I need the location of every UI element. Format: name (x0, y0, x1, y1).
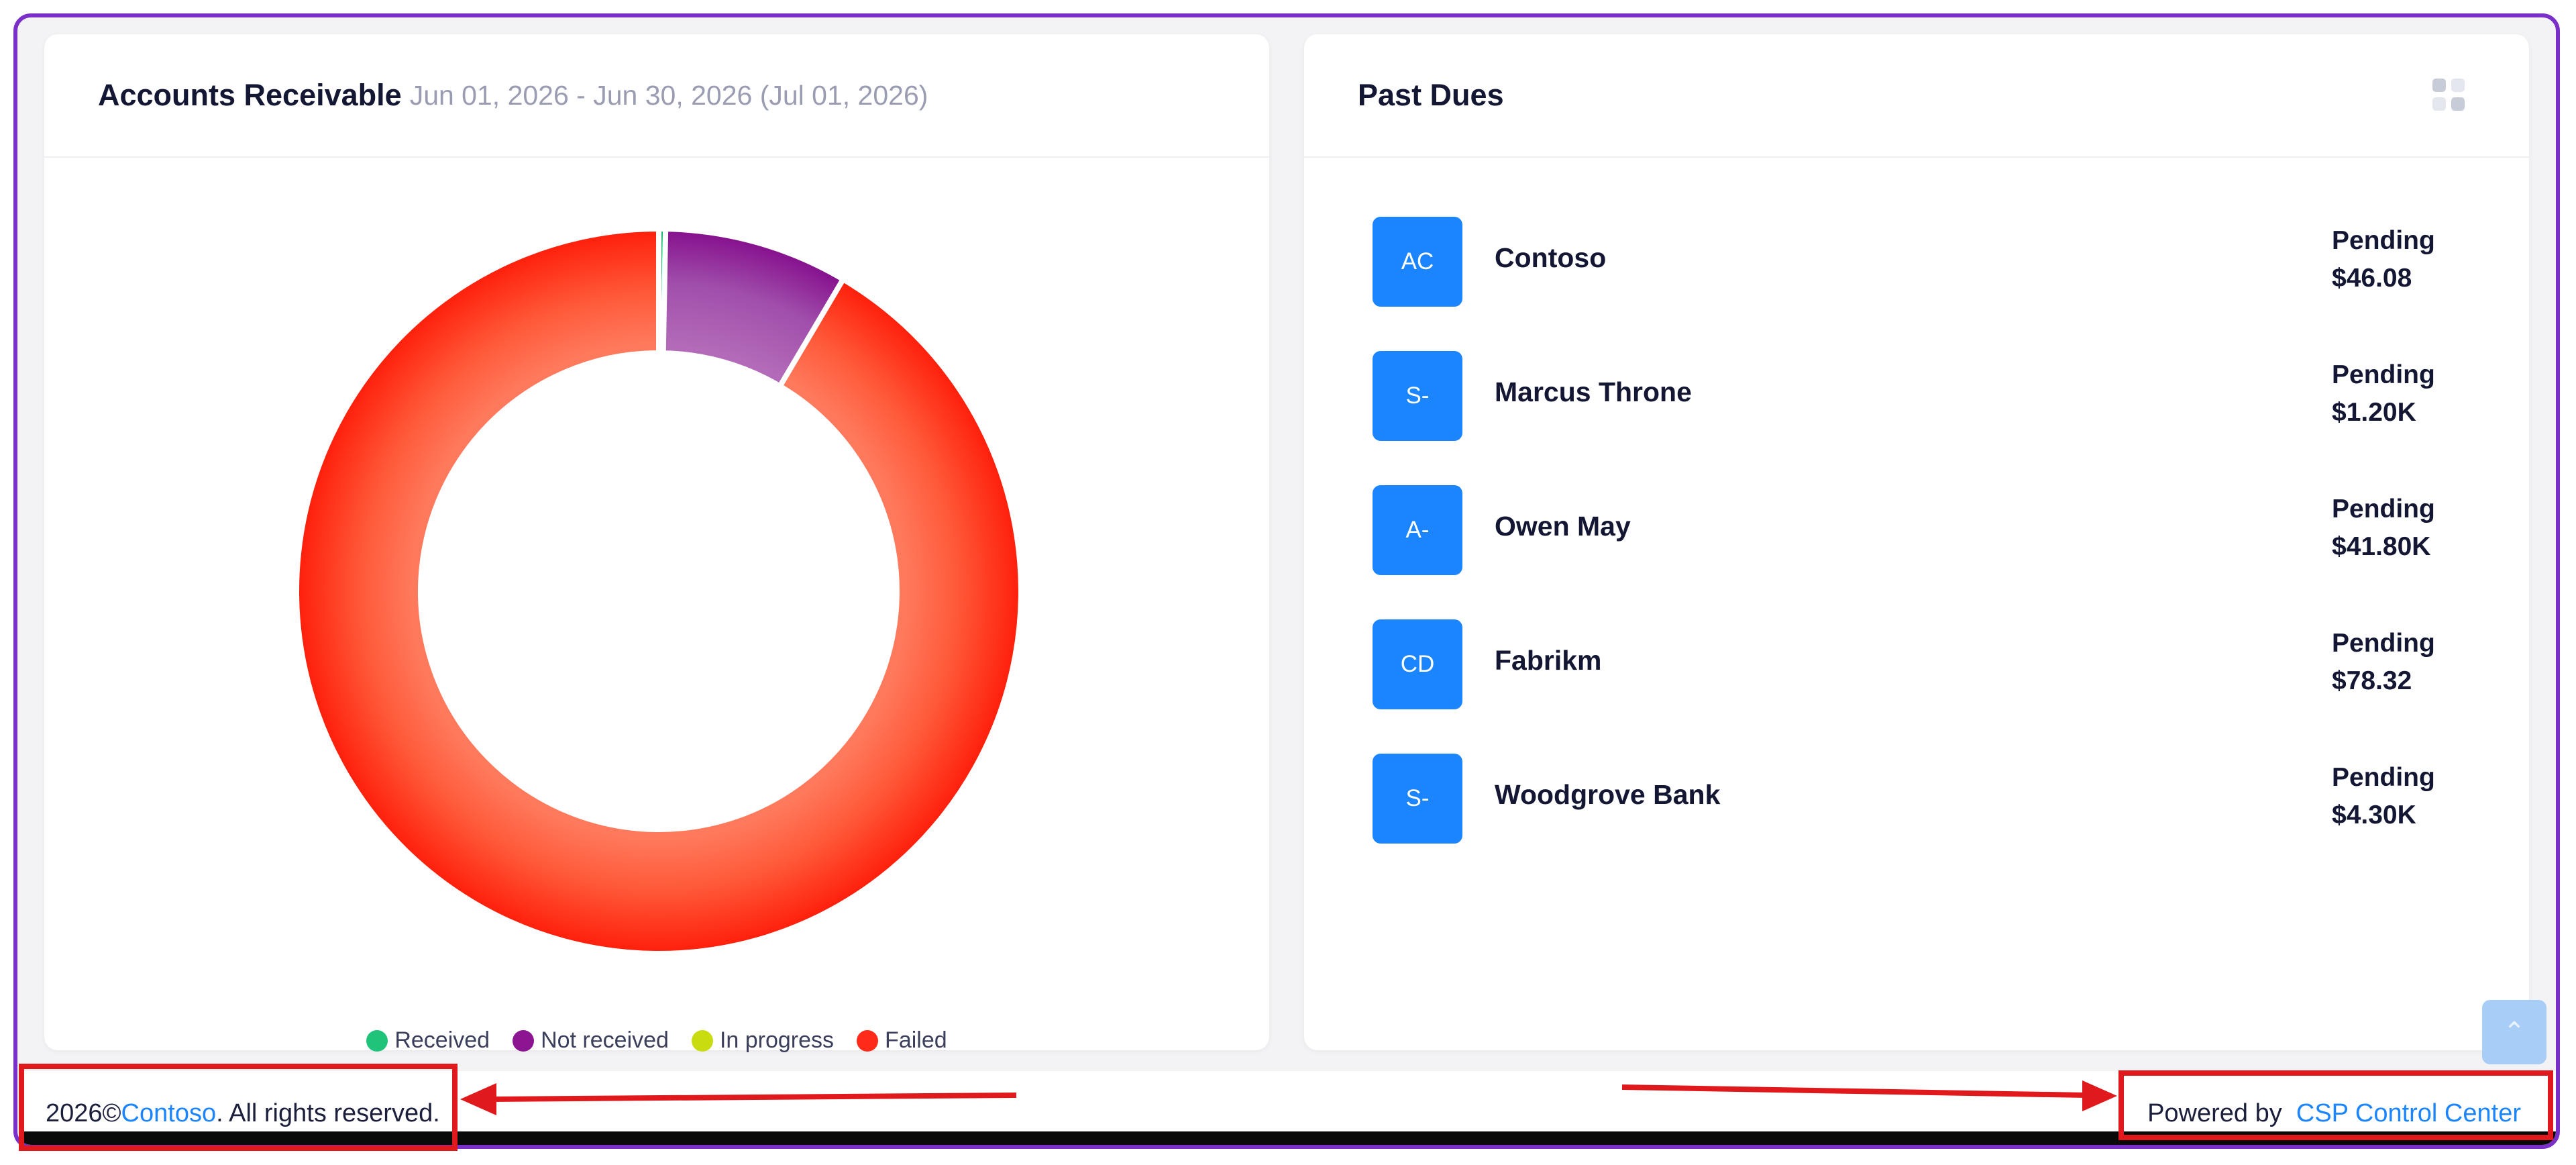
legend-dot-failed (857, 1029, 879, 1052)
scroll-to-top-button[interactable]: ⌃ (2482, 1000, 2546, 1064)
list-item[interactable]: AC Contoso Pending $46.08 (1373, 217, 2449, 351)
avatar: S- (1373, 351, 1462, 441)
due-amount: $78.32 (2332, 666, 2412, 695)
chevron-up-icon: ⌃ (2503, 1017, 2526, 1047)
avatar: S- (1373, 754, 1462, 844)
customer-name: Woodgrove Bank (1495, 779, 1721, 810)
due-amount: $1.20K (2332, 398, 2416, 427)
past-dues-header: Past Dues (1304, 34, 2529, 158)
past-dues-card: Past Dues AC Contoso Pending $46.08 S- M… (1304, 34, 2529, 1050)
footer-bar (21, 1131, 2556, 1145)
past-dues-list: AC Contoso Pending $46.08 S- Marcus Thro… (1373, 217, 2449, 888)
legend-label-in-progress: In progress (719, 1027, 835, 1053)
legend-item-not-received[interactable]: Not received (513, 1027, 669, 1054)
csp-control-center-link[interactable]: CSP Control Center (2296, 1099, 2521, 1127)
legend-dot-received (366, 1029, 388, 1052)
status-label: Pending (2332, 360, 2435, 389)
customer-name: Owen May (1495, 511, 1631, 542)
powered-by-label: Powered by (2147, 1099, 2282, 1127)
annotation-box-copyright (19, 1064, 458, 1151)
due-status: Pending $41.80K (2332, 491, 2435, 566)
legend-dot-in-progress (691, 1029, 713, 1052)
copyright-text: 2026©Contoso. All rights reserved. (46, 1099, 440, 1128)
due-amount: $41.80K (2332, 532, 2431, 561)
legend-item-failed[interactable]: Failed (857, 1027, 947, 1054)
legend-item-in-progress[interactable]: In progress (691, 1027, 835, 1054)
grid-icon[interactable] (2432, 79, 2465, 111)
list-item[interactable]: S- Marcus Throne Pending $1.20K (1373, 351, 2449, 485)
accounts-receivable-header: Accounts Receivable Jun 01, 2026 - Jun 3… (44, 34, 1269, 158)
due-amount: $46.08 (2332, 264, 2412, 293)
donut-chart (297, 229, 1021, 954)
powered-by-text: Powered by CSP Control Center (2147, 1099, 2521, 1128)
status-label: Pending (2332, 495, 2435, 523)
due-status: Pending $4.30K (2332, 759, 2435, 834)
customer-name: Fabrikm (1495, 645, 1602, 676)
app-frame: Accounts Receivable Jun 01, 2026 - Jun 3… (13, 13, 2560, 1149)
chart-legend: Received Not received In progress Failed (44, 1027, 1269, 1054)
status-label: Pending (2332, 763, 2435, 792)
footer: 2026©Contoso. All rights reserved. Power… (21, 1071, 2556, 1145)
status-label: Pending (2332, 226, 2435, 255)
accounts-receivable-card: Accounts Receivable Jun 01, 2026 - Jun 3… (44, 34, 1269, 1053)
list-item[interactable]: CD Fabrikm Pending $78.32 (1373, 619, 2449, 754)
legend-label-not-received: Not received (541, 1027, 669, 1053)
annotation-box-powered-by (2118, 1070, 2553, 1140)
legend-label-received: Received (394, 1027, 490, 1053)
donut-slice-failed[interactable] (297, 229, 1021, 954)
customer-name: Contoso (1495, 242, 1607, 273)
list-item[interactable]: S- Woodgrove Bank Pending $4.30K (1373, 754, 2449, 888)
avatar: CD (1373, 619, 1462, 709)
due-status: Pending $1.20K (2332, 356, 2435, 432)
date-range-subtitle: Jun 01, 2026 - Jun 30, 2026 (Jul 01, 202… (409, 79, 928, 111)
due-status: Pending $46.08 (2332, 222, 2435, 297)
copyright-year: 2026© (46, 1099, 121, 1127)
legend-item-received[interactable]: Received (366, 1027, 490, 1054)
legend-dot-not-received (513, 1029, 535, 1052)
past-dues-title: Past Dues (1358, 78, 1504, 112)
rights-text: . All rights reserved. (216, 1099, 440, 1127)
due-amount: $4.30K (2332, 801, 2416, 829)
accounts-receivable-title: Accounts Receivable (98, 78, 402, 112)
avatar: A- (1373, 485, 1462, 575)
due-status: Pending $78.32 (2332, 625, 2435, 700)
list-item[interactable]: A- Owen May Pending $41.80K (1373, 485, 2449, 619)
company-link[interactable]: Contoso (121, 1099, 217, 1127)
status-label: Pending (2332, 629, 2435, 658)
customer-name: Marcus Throne (1495, 376, 1692, 407)
avatar: AC (1373, 217, 1462, 307)
legend-label-failed: Failed (885, 1027, 947, 1053)
